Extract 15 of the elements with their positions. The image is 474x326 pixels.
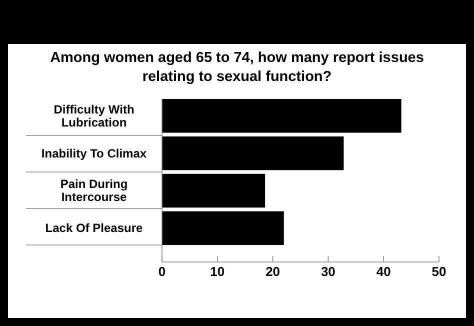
x-tick-label: 30 [320, 264, 336, 279]
y-tick-label: Pain During Intercourse [60, 177, 128, 204]
x-tick-label: 0 [158, 264, 166, 279]
x-tick-label: 10 [210, 264, 225, 279]
chart-title: Among women aged 65 to 74, how many report issues relating to sexual function? [50, 50, 424, 85]
x-tick-label: 20 [266, 264, 280, 279]
x-tick-label: 50 [432, 264, 446, 279]
bar [162, 99, 402, 133]
y-tick-label: Difficulty With Lubrication [54, 102, 134, 130]
y-tick-label: Lack Of Pleasure [45, 221, 144, 236]
x-tick-label: 40 [376, 264, 391, 279]
y-tick-label: Inability To Climax [41, 146, 147, 160]
bar [162, 174, 266, 208]
bar [162, 136, 344, 170]
bar [162, 211, 284, 245]
